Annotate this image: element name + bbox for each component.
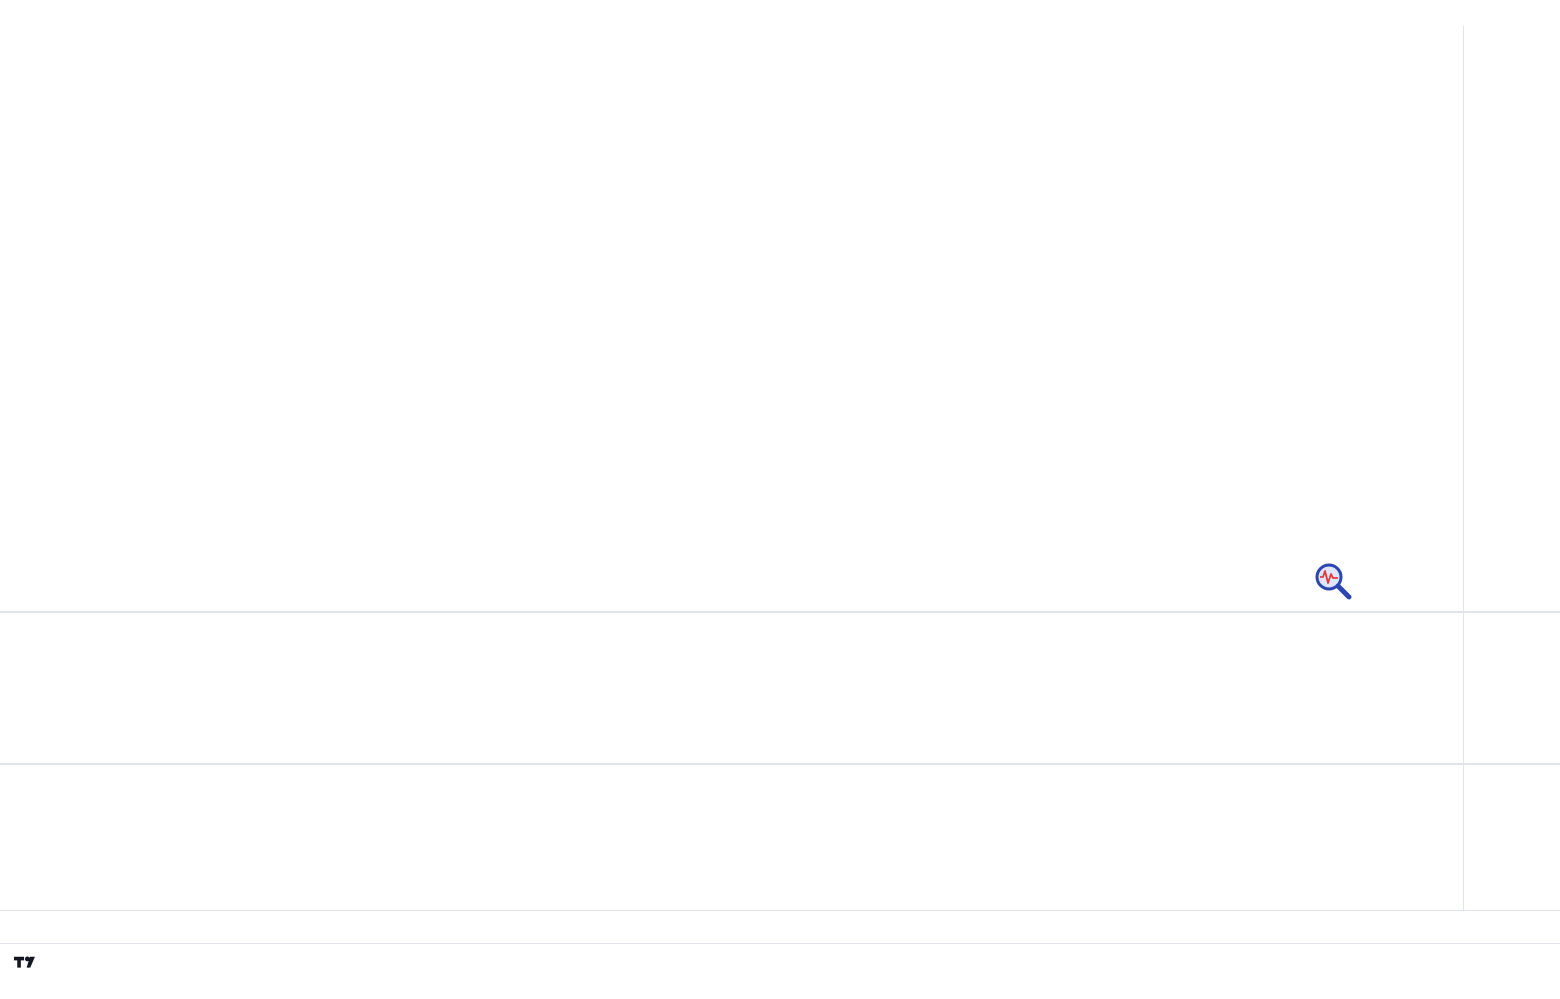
price-axis[interactable] <box>1463 26 1560 611</box>
macd-chart-svg <box>0 765 1463 910</box>
price-chart-svg <box>0 26 1463 611</box>
macd-axis[interactable] <box>1463 765 1560 910</box>
macd-pane[interactable] <box>0 764 1560 910</box>
price-pane[interactable] <box>0 26 1560 612</box>
tradingview-logo-icon <box>14 956 35 968</box>
tradingview-logo[interactable] <box>14 955 48 973</box>
magnifier-pulse-icon[interactable] <box>1312 560 1354 602</box>
rsi-chart-svg <box>0 613 1463 763</box>
time-axis[interactable] <box>0 910 1560 944</box>
price-plot-area[interactable] <box>0 26 1463 611</box>
rsi-pane[interactable] <box>0 612 1560 764</box>
rsi-axis[interactable] <box>1463 613 1560 763</box>
rsi-plot-area[interactable] <box>0 613 1463 763</box>
macd-plot-area[interactable] <box>0 765 1463 910</box>
